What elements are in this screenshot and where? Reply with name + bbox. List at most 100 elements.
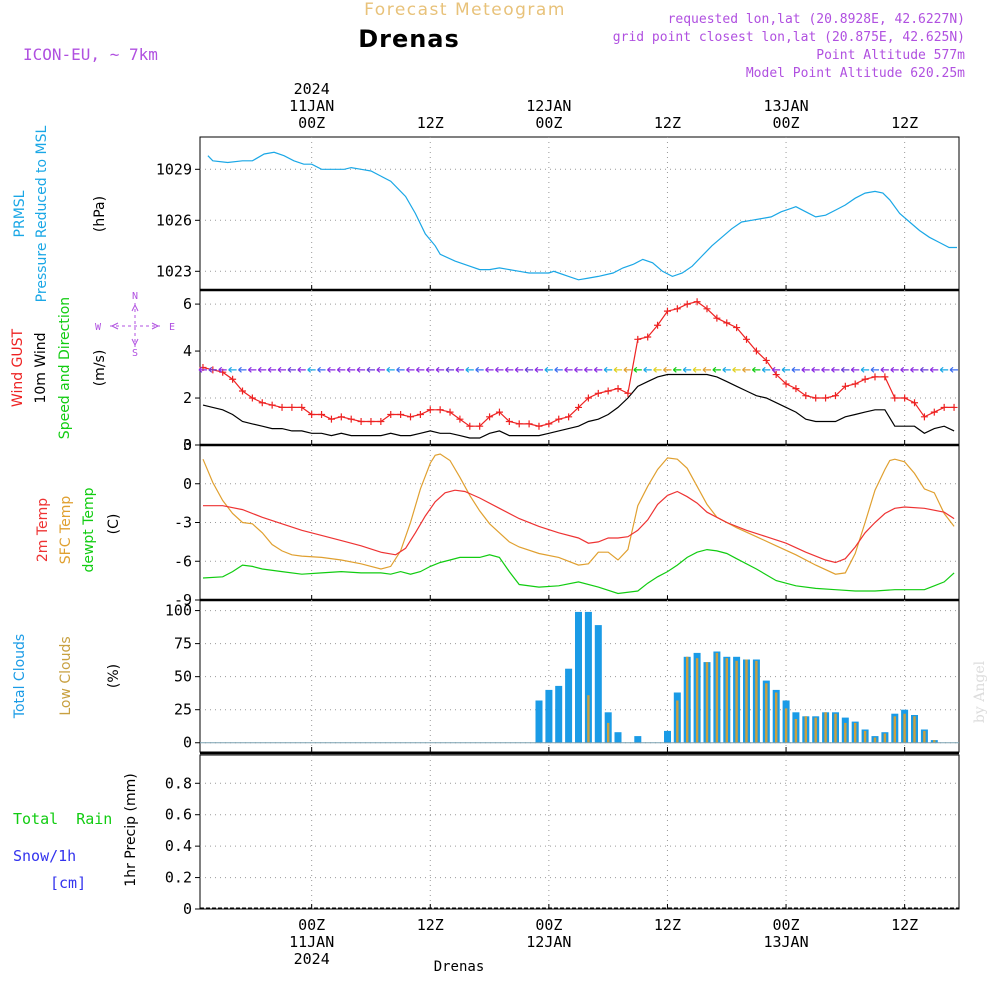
gust-marker bbox=[416, 410, 424, 418]
wind-direction-arrow bbox=[218, 366, 227, 373]
gust-marker bbox=[515, 420, 523, 428]
credit-label: by Angel bbox=[972, 660, 988, 723]
point-altitude: Point Altitude 577m bbox=[816, 48, 965, 63]
y-tick-label: 0 bbox=[183, 734, 192, 752]
wind-direction-arrow bbox=[771, 366, 781, 373]
gust-marker bbox=[950, 403, 958, 411]
x-tick-label-bottom: 00Z bbox=[773, 916, 800, 934]
wind-direction-arrow bbox=[514, 366, 524, 373]
gust-marker bbox=[881, 373, 889, 381]
x-tick-label-top: 12Z bbox=[417, 114, 444, 132]
low-cloud-bar bbox=[913, 716, 916, 743]
wind-direction-arrow bbox=[327, 366, 336, 373]
wind-direction-arrow bbox=[900, 366, 909, 373]
low-cloud-bar bbox=[863, 730, 867, 743]
x-tick-label-top: 13JAN bbox=[763, 97, 808, 115]
total-cloud-label: Total Clouds bbox=[12, 634, 28, 719]
gust-marker bbox=[654, 321, 662, 329]
wind-direction-arrow bbox=[445, 366, 455, 373]
wind-direction-arrow bbox=[455, 366, 464, 373]
gust-marker bbox=[357, 418, 365, 426]
y-tick-label: 0 bbox=[183, 436, 192, 454]
wind-direction-arrow bbox=[840, 366, 850, 373]
gust-marker bbox=[565, 413, 573, 421]
low-cloud-bar bbox=[765, 683, 768, 743]
total-cloud-bar bbox=[565, 668, 573, 743]
wind-direction-arrow bbox=[880, 366, 889, 373]
y-tick-label: -3 bbox=[174, 514, 192, 532]
gust-marker bbox=[505, 418, 513, 426]
low-cloud-bar bbox=[715, 652, 719, 743]
gust-marker bbox=[762, 356, 770, 364]
gust-marker bbox=[594, 389, 602, 397]
wind-direction-arrow bbox=[623, 366, 632, 373]
gust-marker bbox=[861, 375, 869, 383]
y-tick-label: 0.2 bbox=[165, 869, 192, 887]
y-tick-label: 1026 bbox=[156, 211, 192, 229]
wind-speed-line bbox=[202, 373, 955, 439]
low-cloud-bar bbox=[794, 719, 798, 743]
precip-ylabel: 1hr Precip (mm) bbox=[123, 773, 139, 886]
low-cloud-bar bbox=[933, 740, 936, 743]
low-cloud-bar bbox=[587, 695, 590, 743]
wind-direction-arrow bbox=[297, 366, 306, 373]
gust-marker bbox=[545, 420, 553, 428]
wind-direction-arrow bbox=[376, 366, 385, 373]
wind-direction-arrow bbox=[534, 366, 543, 373]
pressure-unit-label: (hPa) bbox=[92, 196, 108, 232]
gust-marker bbox=[634, 335, 642, 343]
wind-direction-arrow bbox=[653, 366, 662, 373]
x-tick-label-bottom: 12Z bbox=[417, 916, 444, 934]
footer-location: Drenas bbox=[434, 959, 485, 975]
wind-direction-arrow bbox=[811, 366, 820, 373]
low-cloud-bar bbox=[883, 733, 887, 743]
compass-e: E bbox=[169, 322, 175, 333]
cloud-unit-label: (%) bbox=[106, 664, 122, 688]
requested-coords: requested lon,lat (20.8928E, 42.6227N) bbox=[668, 12, 965, 27]
low-cloud-bar bbox=[824, 712, 827, 743]
gust-marker bbox=[614, 385, 622, 393]
speeddir-label: Speed and Direction bbox=[57, 297, 73, 439]
model-label: ICON-EU, ~ 7km bbox=[23, 45, 158, 64]
x-tick-label-top: 00Z bbox=[773, 114, 800, 132]
gust-marker bbox=[584, 394, 592, 402]
wind-direction-arrow bbox=[554, 366, 563, 373]
wind-direction-arrow bbox=[593, 366, 603, 373]
gust-marker bbox=[466, 422, 474, 430]
gust-marker bbox=[575, 403, 583, 411]
gust-marker bbox=[930, 408, 938, 416]
gust-marker bbox=[486, 413, 494, 421]
wind-direction-arrow bbox=[406, 366, 415, 373]
x-tick-label-bottom: 12JAN bbox=[526, 933, 571, 951]
x-tick-label-bottom: 00Z bbox=[298, 916, 325, 934]
wind-direction-arrow bbox=[584, 366, 593, 373]
wind-direction-arrow bbox=[495, 366, 504, 373]
wind-direction-arrow bbox=[465, 366, 474, 373]
y-tick-label: 0 bbox=[183, 475, 192, 493]
wind-direction-arrow bbox=[485, 366, 494, 373]
x-tick-label-bottom: 12Z bbox=[654, 916, 681, 934]
low-cloud-bar bbox=[755, 660, 758, 743]
gust-marker bbox=[703, 305, 711, 313]
sfc-label: SFC Temp bbox=[58, 496, 74, 565]
low-cloud-bar bbox=[607, 722, 610, 743]
low-cloud-bar bbox=[923, 730, 926, 743]
t2m-line bbox=[203, 489, 955, 564]
gust-marker bbox=[673, 305, 681, 313]
gust-marker bbox=[476, 422, 484, 430]
total-cloud-bar bbox=[584, 611, 592, 743]
gust-marker bbox=[831, 392, 839, 400]
gust-marker bbox=[802, 392, 810, 400]
y-tick-label: 50 bbox=[174, 668, 192, 686]
wind-direction-arrow bbox=[890, 366, 899, 373]
y-tick-label: 0.4 bbox=[165, 837, 192, 855]
total-cloud-bar bbox=[664, 730, 671, 743]
pressure-panel bbox=[199, 136, 960, 291]
total-cloud-bar bbox=[575, 611, 582, 743]
wind-direction-arrow bbox=[307, 366, 316, 373]
y-tick-label: 25 bbox=[174, 701, 192, 719]
x-tick-label-top: 00Z bbox=[298, 114, 325, 132]
compass-icon: N S W E bbox=[95, 291, 175, 359]
wind-direction-arrow bbox=[939, 366, 949, 373]
